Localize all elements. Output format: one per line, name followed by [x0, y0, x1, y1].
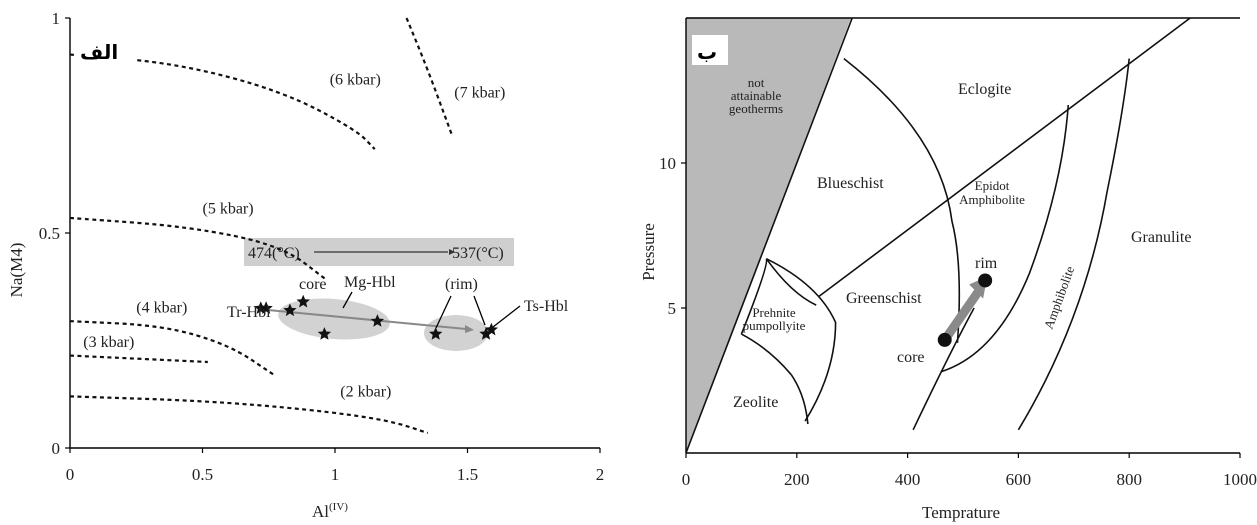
label-zeolite: Zeolite [733, 394, 778, 411]
left-ylabel: Na(M4) [7, 243, 26, 298]
facies-boundary [843, 57, 961, 343]
left-tag-box [74, 36, 134, 66]
label-prehnite: Prehnite pumpollyite [743, 305, 806, 333]
label-core: core [897, 349, 925, 366]
trend-arrow-head [465, 325, 474, 333]
temp-to-label: 537(°C) [452, 245, 504, 262]
isobar-line [69, 53, 376, 150]
facies-boundary [818, 17, 1191, 298]
label-epidot-amphibolite: Epidot Amphibolite [959, 178, 1025, 207]
facies-boundary [765, 257, 837, 422]
left-x-tick-label: 1.5 [457, 465, 478, 484]
data-point-star [479, 327, 493, 340]
left-xlabel: Al(IV) [312, 501, 348, 521]
right-ylabel: Pressure [639, 223, 658, 281]
leader-rim-1 [435, 295, 452, 329]
facies-boundary [940, 104, 1070, 373]
trend-arrow [267, 309, 467, 330]
facies-boundary [740, 258, 768, 335]
right-axes [685, 17, 1240, 454]
right-ticks: 0 200 400 600 800 1000 5 10 [659, 154, 1257, 489]
isobar-label: (2 kbar) [340, 383, 391, 400]
temp-from-label: 474(°C) [248, 245, 300, 262]
data-point-star [484, 322, 498, 336]
left-panel-tag: الف [80, 40, 118, 64]
right-x-tick-label: 800 [1116, 470, 1142, 489]
annot-rim: (rim) [445, 276, 478, 293]
annot-tr-hbl: Tr-Hbl [227, 304, 271, 321]
left-x-tick-label: 1 [331, 465, 340, 484]
pt-arrow [941, 287, 983, 343]
annot-mg-hbl: Mg-Hbl [344, 274, 396, 291]
label-rim: rim [975, 255, 998, 272]
label-greenschist: Greenschist [846, 290, 922, 307]
isobars: (2 kbar) (3 kbar)(4 kbar) (5 kbar) (6 kbar)… [69, 17, 505, 434]
facies-boundary [685, 17, 853, 454]
facies-boundary [1017, 58, 1130, 431]
left-ticks: 0 0.5 1 1.5 2 0 0.5 1 [39, 9, 605, 484]
label-eclogite: Eclogite [958, 81, 1011, 98]
data-point-star [429, 327, 443, 340]
facies-boundary [790, 374, 809, 425]
data-points [254, 294, 498, 340]
isobar-line [69, 320, 275, 376]
data-point-star [283, 303, 297, 317]
temp-arrow-head [449, 249, 455, 255]
isobar-label: (4 kbar) [136, 300, 187, 317]
facies-boundary [765, 258, 817, 306]
left-chart: 0 0.5 1 1.5 200.51 474(°C) 537(°C) (2 kbar)(… [7, 9, 604, 521]
annot-core: core [299, 276, 327, 293]
facies-boundaries [685, 17, 1191, 454]
label-granulite: Granulite [1131, 229, 1191, 246]
right-chart: 0 200 400 600 800 1000 5 10 not attainable geothe… [639, 17, 1257, 522]
rim-point [978, 273, 993, 288]
isobar-label: (5 kbar) [203, 201, 254, 218]
label-blueschist: Blueschist [817, 175, 884, 192]
left-y-tick-label: 0 [52, 439, 61, 458]
rim-cluster-ellipse [424, 315, 488, 351]
isobar-line [405, 17, 453, 135]
core-point [937, 332, 952, 347]
facies-boundary [741, 333, 792, 376]
label-not-attainable: not attainable geotherms [729, 75, 783, 116]
pt-path [937, 273, 993, 347]
isobar-label: (6 kbar) [330, 72, 381, 89]
isobar-line [69, 216, 328, 282]
leader-mg-hbl [342, 291, 353, 309]
isobar-line [69, 395, 429, 434]
left-x-tick-label: 2 [596, 465, 605, 484]
right-panel-tag: ب [697, 40, 717, 64]
left-y-tick-label: 1 [52, 9, 61, 28]
right-x-tick-label: 1000 [1223, 470, 1257, 489]
right-y-tick-label: 10 [659, 154, 676, 173]
data-point-star [296, 294, 310, 308]
right-xlabel: Temprature [922, 503, 1000, 522]
facies-boundary [912, 307, 975, 431]
data-point-star [259, 301, 273, 314]
right-x-tick-label: 200 [784, 470, 810, 489]
leader-ts-hbl [492, 305, 521, 328]
annot-ts-hbl: Ts-Hbl [524, 298, 569, 315]
data-point-star [317, 327, 332, 340]
right-x-tick-label: 400 [895, 470, 921, 489]
left-y-tick-label: 0.5 [39, 224, 60, 243]
left-x-tick-label: 0.5 [192, 465, 213, 484]
isobar-label: (3 kbar) [83, 334, 134, 351]
leader-rim-2 [473, 295, 486, 326]
isobar-label: (7 kbar) [454, 85, 505, 102]
core-cluster-ellipse [278, 298, 390, 340]
right-x-tick-label: 0 [682, 470, 691, 489]
data-point-star [370, 314, 385, 327]
right-x-tick-label: 600 [1006, 470, 1032, 489]
left-x-tick-label: 0 [66, 465, 75, 484]
right-tag-box [692, 35, 728, 65]
right-y-tick-label: 5 [668, 299, 677, 318]
isobar-line [69, 354, 208, 364]
